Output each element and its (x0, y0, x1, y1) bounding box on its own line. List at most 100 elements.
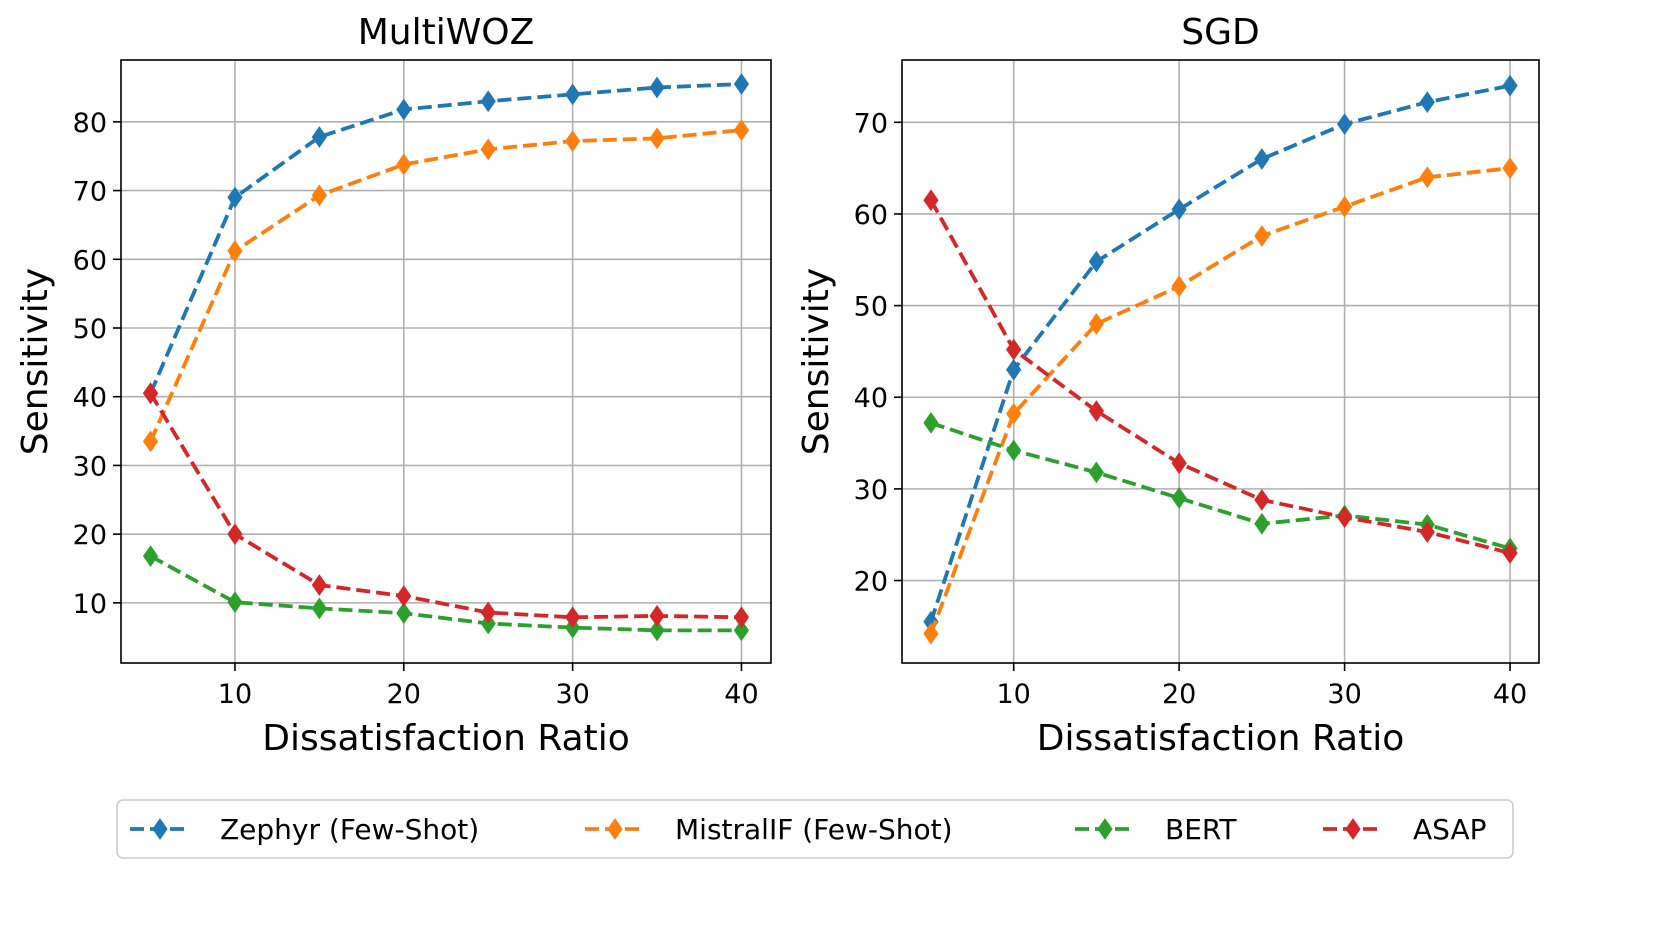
legend-label: ASAP (1413, 813, 1487, 846)
data-point (396, 585, 412, 607)
series-line-3 (930, 421, 1511, 551)
data-point (480, 138, 496, 161)
series-line-2 (148, 128, 742, 443)
series-line-4 (148, 392, 742, 620)
legend-box (116, 799, 1514, 859)
data-point (1336, 506, 1353, 529)
data-point (396, 153, 412, 176)
legend-marker (152, 818, 168, 840)
data-point (396, 98, 412, 121)
y-tick-label: 40 (73, 383, 107, 414)
data-point (1171, 487, 1187, 509)
y-tick-label: 70 (73, 177, 107, 208)
data-point (227, 591, 243, 614)
x-tick-label: 40 (1493, 679, 1527, 710)
data-point (733, 119, 750, 141)
y-tick-label: 20 (854, 567, 888, 598)
data-point (733, 606, 750, 629)
data-point (1502, 542, 1518, 564)
data-point (480, 90, 496, 113)
plot-frame (901, 59, 1540, 664)
series-line-1 (929, 83, 1511, 623)
data-point (565, 606, 581, 629)
y-tick-label: 50 (73, 314, 107, 345)
y-tick-label: 30 (73, 451, 107, 482)
data-point (1006, 439, 1022, 462)
data-point (1171, 198, 1187, 221)
data-point (1088, 400, 1105, 422)
data-point (649, 76, 665, 99)
y-axis-label: Sensitivity (796, 268, 837, 455)
data-point (1254, 225, 1270, 247)
data-point (1419, 91, 1435, 114)
data-point (227, 523, 243, 546)
plot-panel-2: 10 20 30 40 20 30 40 50 60 70 SGD Dissatisfaction R… (796, 12, 1540, 759)
data-point (1419, 166, 1435, 189)
legend: Zephyr (Few-Shot) MistralIF (Few-Shot) BER… (116, 799, 1514, 859)
data-point (923, 412, 939, 434)
x-tick-label: 30 (1327, 679, 1361, 710)
legend-label: BERT (1165, 813, 1237, 846)
data-point (1336, 195, 1353, 218)
data-point (1088, 461, 1105, 484)
legend-marker (1097, 818, 1113, 840)
series-line-4 (929, 199, 1511, 555)
x-tick-label: 40 (724, 679, 758, 710)
data-point (480, 612, 496, 635)
x-axis-label: Dissatisfaction Ratio (262, 718, 630, 759)
x-tick-label: 20 (1162, 679, 1196, 710)
series-line-3 (149, 554, 742, 633)
series-line-2 (929, 166, 1511, 635)
x-axis-label: Dissatisfaction Ratio (1037, 718, 1405, 759)
y-tick-label: 70 (854, 108, 888, 139)
legend-marker (607, 818, 623, 840)
data-point (311, 574, 327, 596)
data-point (649, 605, 665, 627)
y-tick-label: 30 (854, 475, 888, 506)
data-point (1254, 489, 1270, 511)
legend-marker (1345, 818, 1361, 840)
legend-label: MistralIF (Few-Shot) (675, 813, 953, 846)
data-point (142, 382, 159, 405)
chart-title: MultiWOZ (358, 12, 535, 53)
data-point (1502, 157, 1518, 180)
data-point (649, 619, 665, 642)
data-point (565, 130, 581, 152)
data-point (1006, 338, 1022, 361)
y-axis-label: Sensitivity (15, 268, 56, 455)
data-point (1502, 74, 1518, 97)
data-point (1171, 452, 1187, 475)
data-point (311, 597, 327, 620)
x-tick-label: 20 (387, 679, 421, 710)
y-tick-label: 50 (854, 292, 888, 323)
data-point (1254, 148, 1270, 170)
data-point (142, 430, 159, 453)
y-tick-label: 60 (73, 245, 107, 276)
data-point (1171, 275, 1187, 298)
y-tick-label: 40 (854, 383, 888, 414)
y-tick-label: 60 (854, 200, 888, 231)
data-point (227, 186, 243, 209)
data-point (1088, 250, 1105, 273)
y-tick-label: 10 (73, 589, 107, 620)
plot-panel-1: 10 20 30 40 10 20 30 40 50 60 70 80 MultiWOZ Dissatis… (15, 12, 772, 759)
legend-label: Zephyr (Few-Shot) (220, 813, 479, 846)
data-point (649, 127, 665, 150)
data-point (733, 619, 750, 642)
y-tick-label: 20 (73, 520, 107, 551)
data-point (311, 126, 327, 148)
data-point (227, 240, 243, 262)
x-tick-label: 30 (555, 679, 589, 710)
x-tick-label: 10 (218, 679, 252, 710)
data-point (396, 602, 412, 625)
data-point (1419, 521, 1435, 543)
data-point (311, 184, 327, 207)
data-point (1006, 402, 1022, 425)
data-point (480, 601, 496, 624)
y-tick-label: 80 (73, 108, 107, 139)
data-point (923, 189, 939, 212)
data-point (142, 545, 159, 568)
data-point (1088, 313, 1105, 335)
